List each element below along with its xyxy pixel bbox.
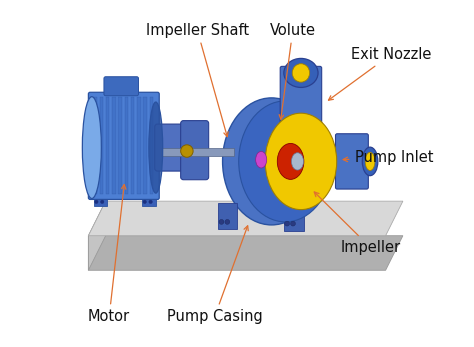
Text: Motor: Motor xyxy=(88,185,130,324)
Ellipse shape xyxy=(284,58,318,87)
Bar xyxy=(161,148,234,156)
Circle shape xyxy=(225,219,230,224)
Polygon shape xyxy=(218,203,237,229)
Text: Volute: Volute xyxy=(270,23,316,119)
Ellipse shape xyxy=(239,101,332,222)
FancyBboxPatch shape xyxy=(336,134,368,189)
FancyBboxPatch shape xyxy=(104,77,138,96)
Polygon shape xyxy=(88,201,106,270)
Ellipse shape xyxy=(223,98,320,225)
Polygon shape xyxy=(100,98,103,194)
Circle shape xyxy=(149,200,152,204)
Ellipse shape xyxy=(255,151,267,168)
Ellipse shape xyxy=(265,113,337,210)
Circle shape xyxy=(285,221,290,226)
Polygon shape xyxy=(88,236,403,270)
Ellipse shape xyxy=(292,153,303,170)
FancyBboxPatch shape xyxy=(280,66,322,130)
Ellipse shape xyxy=(292,64,310,82)
Circle shape xyxy=(291,221,295,226)
Text: Pump Inlet: Pump Inlet xyxy=(343,151,433,166)
Ellipse shape xyxy=(277,143,304,179)
Text: Impeller Shaft: Impeller Shaft xyxy=(146,23,249,137)
Polygon shape xyxy=(150,98,153,194)
Circle shape xyxy=(181,145,193,157)
Polygon shape xyxy=(131,98,134,194)
Ellipse shape xyxy=(362,147,378,176)
Circle shape xyxy=(143,200,146,204)
Polygon shape xyxy=(125,98,128,194)
FancyBboxPatch shape xyxy=(88,92,159,200)
Ellipse shape xyxy=(149,102,163,193)
Polygon shape xyxy=(118,98,122,194)
Polygon shape xyxy=(137,98,141,194)
Polygon shape xyxy=(88,201,403,236)
Text: Pump Casing: Pump Casing xyxy=(167,226,263,324)
Circle shape xyxy=(95,200,98,204)
Polygon shape xyxy=(93,196,108,206)
Polygon shape xyxy=(106,98,109,194)
Text: Impeller: Impeller xyxy=(314,192,401,255)
Polygon shape xyxy=(93,98,97,194)
Circle shape xyxy=(219,219,224,224)
Ellipse shape xyxy=(365,152,375,170)
Polygon shape xyxy=(112,98,116,194)
Ellipse shape xyxy=(82,97,101,198)
Polygon shape xyxy=(143,98,147,194)
FancyBboxPatch shape xyxy=(155,124,188,171)
Polygon shape xyxy=(142,196,156,206)
FancyBboxPatch shape xyxy=(181,121,209,180)
Circle shape xyxy=(100,200,104,204)
Text: Exit Nozzle: Exit Nozzle xyxy=(328,47,431,100)
Polygon shape xyxy=(283,203,304,230)
